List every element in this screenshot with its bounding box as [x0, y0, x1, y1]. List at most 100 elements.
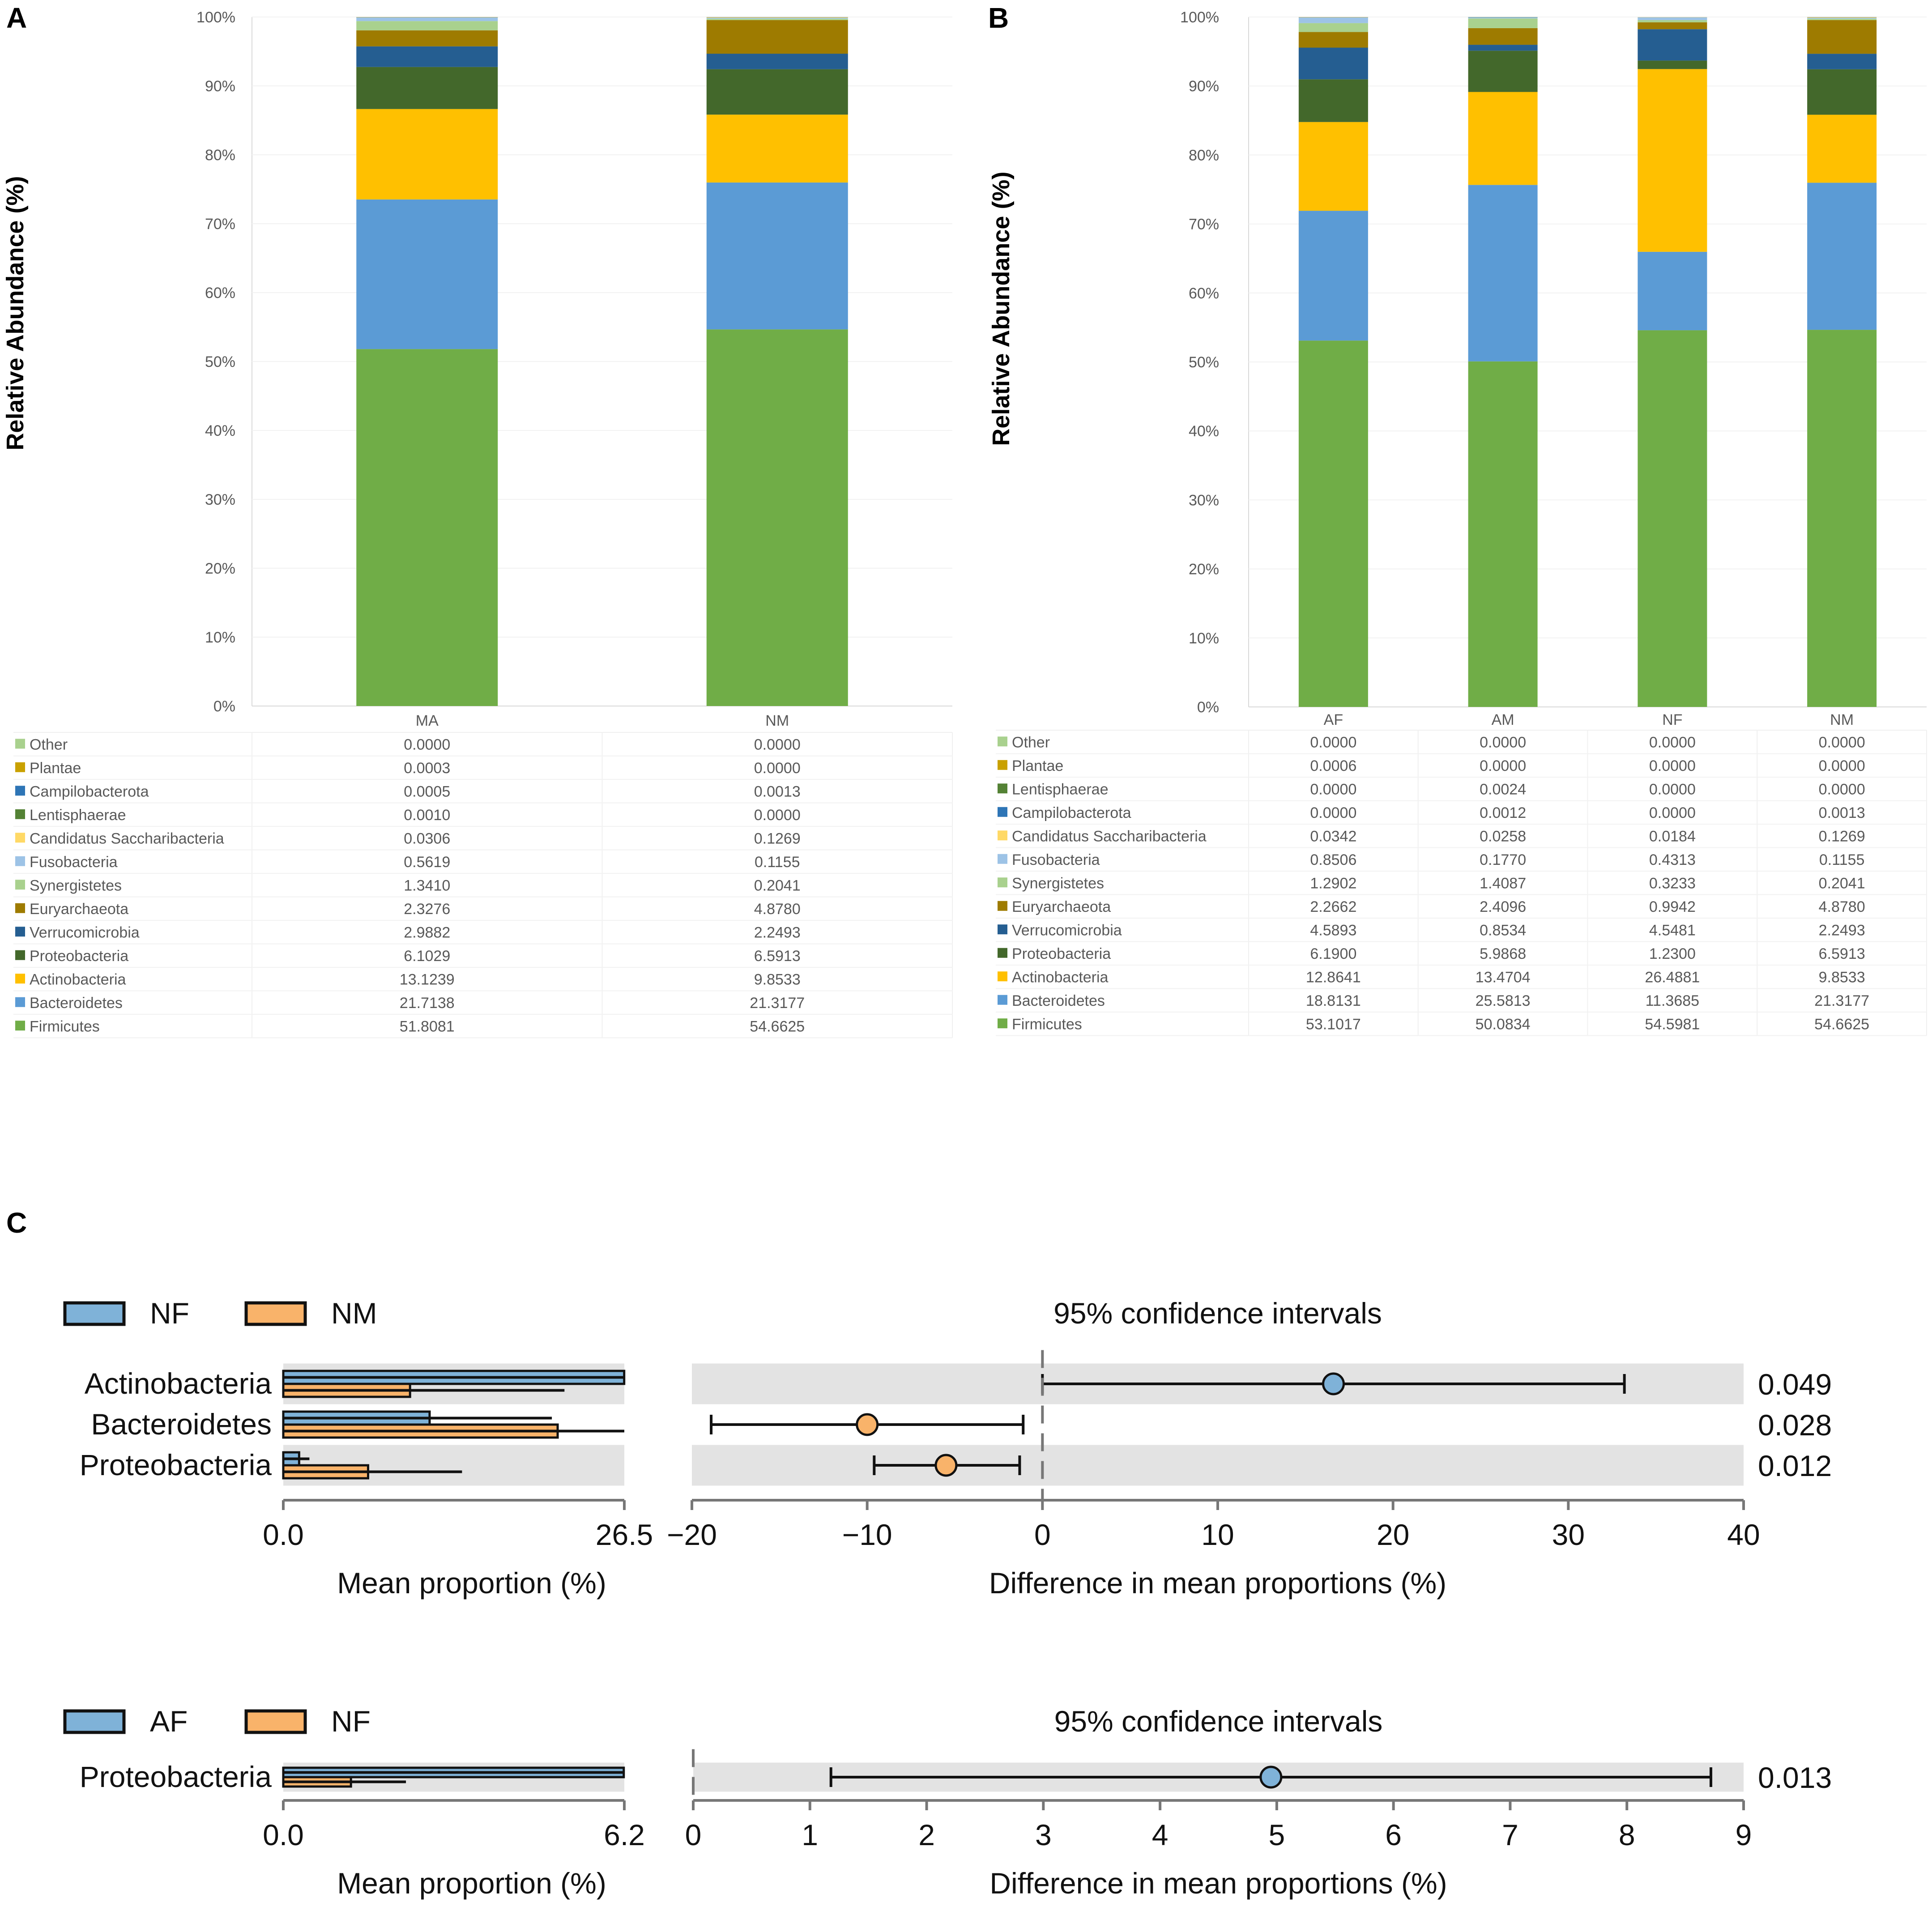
y-tick-label: 80%: [1189, 147, 1219, 164]
table-value: 12.8641: [1306, 969, 1361, 986]
legend-key-candidatus-saccharibacteria: [15, 833, 25, 843]
diff-tick-label: 0: [1034, 1518, 1051, 1551]
p-value: 0.013: [1758, 1761, 1832, 1794]
legend-key-fusobacteria: [15, 856, 25, 866]
table-value: 0.0000: [1819, 734, 1865, 751]
panel-label-c: C: [6, 1207, 27, 1239]
diff-axis-title: Difference in mean proportions (%): [989, 1566, 1446, 1600]
bar-segment-bacteroidetes-nf: [1638, 251, 1707, 331]
bar-segment-firmicutes-nf: [1638, 330, 1707, 707]
table-value: 54.6625: [1814, 1016, 1869, 1033]
legend-label: Actinobacteria: [30, 971, 126, 988]
table-value: 0.0013: [1819, 804, 1865, 821]
legend-key-actinobacteria: [998, 971, 1007, 982]
legend-label: Firmicutes: [30, 1018, 100, 1035]
table-value: 0.0000: [1310, 804, 1356, 821]
legend-key-lentisphaerae: [998, 783, 1007, 794]
legend-label: Synergistetes: [30, 877, 122, 894]
bar-segment-verrucomicrobia-nf: [1638, 29, 1707, 61]
bar-segment-actinobacteria-am: [1468, 92, 1538, 185]
bar-segment-verrucomicrobia-af: [1298, 47, 1368, 80]
table-value: 21.7138: [400, 995, 455, 1012]
diff-tick-label: 5: [1269, 1818, 1285, 1851]
table-value: 5.9868: [1480, 945, 1526, 962]
table-value: 0.2041: [1819, 875, 1865, 892]
diff-tick-label: 40: [1727, 1518, 1760, 1551]
panel-label-a: A: [6, 2, 27, 34]
legend-key-plantae: [998, 760, 1007, 770]
y-tick-label: 80%: [205, 147, 235, 164]
table-value: 9.8533: [1819, 969, 1865, 986]
y-axis-title: Relative Abundance (%): [988, 171, 1015, 446]
table-value: 0.0000: [754, 807, 801, 824]
legend-label-nf: NF: [331, 1705, 371, 1738]
bar-segment-euryarchaeota-nm: [706, 20, 848, 54]
legend-label: Plantae: [30, 760, 81, 777]
panel-b-chart: 0% 10% 20% 30% 40% 50% 60% 70% 80% 90% 100% Relativ…: [988, 9, 1927, 1036]
bar-segment-verrucomicrobia-ma: [356, 46, 498, 67]
legend-key-euryarchaeota: [15, 903, 25, 913]
table-value: 0.0000: [1480, 757, 1526, 774]
bar-segment-firmicutes-af: [1298, 340, 1368, 707]
table-value: 0.0000: [1819, 757, 1865, 774]
table-value: 0.8534: [1480, 922, 1526, 939]
bar-segment-synergistetes-af: [1298, 23, 1368, 32]
panel-label-b: B: [988, 2, 1009, 34]
row-label-actinobacteria: Actinobacteria: [85, 1367, 272, 1400]
table-value: 0.1269: [754, 830, 801, 847]
diff-tick-label: 4: [1152, 1818, 1169, 1851]
mean-tick-label: 26.5: [596, 1518, 653, 1551]
bar-segment-bacteroidetes-nm: [1807, 183, 1877, 330]
bar-segment-euryarchaeota-nf: [1638, 22, 1707, 30]
bar-segment-fusobacteria-ma: [356, 17, 498, 21]
table-value: 4.8780: [1819, 898, 1865, 915]
bar-segment-proteobacteria-am: [1468, 51, 1538, 92]
panel-a-chart: 0% 10% 20% 30% 40% 50% 60% 70% 80% 90% 100% Relativ…: [2, 9, 953, 1038]
panel-c-nf-vs-nm: NF NM 95% confidence intervals Actinobacter…: [63, 1297, 1832, 1600]
bar-segment-actinobacteria-ma: [356, 109, 498, 200]
y-tick-label: 0%: [1197, 699, 1219, 716]
bar-segment-synergistetes-nf: [1638, 20, 1707, 22]
table-value: 0.0000: [1819, 781, 1865, 798]
table-value: 0.0012: [1480, 804, 1526, 821]
table-value: 1.4087: [1480, 875, 1526, 892]
table-value: 0.0000: [1649, 734, 1696, 751]
bar-segment-fusobacteria-am: [1468, 17, 1538, 19]
legend-label: Verrucomicrobia: [30, 924, 140, 941]
bar-segment-proteobacteria-nm: [706, 69, 848, 115]
category-label: NM: [765, 712, 789, 729]
table-value: 9.8533: [754, 971, 801, 988]
bar-segment-firmicutes-am: [1468, 361, 1538, 707]
table-value: 0.4313: [1649, 851, 1696, 868]
table-value: 51.8081: [400, 1018, 455, 1035]
table-value: 2.3276: [404, 901, 450, 918]
bar-segment-candidatus-saccharibacteria-nm: [706, 17, 848, 18]
legend-key-bacteroidetes: [998, 995, 1007, 1005]
table-value: 0.0000: [1649, 757, 1696, 774]
bar-segment-proteobacteria-ma: [356, 67, 498, 109]
mean-axis-title: Mean proportion (%): [337, 1867, 606, 1900]
category-label: MA: [416, 712, 439, 729]
table-value: 26.4881: [1645, 969, 1700, 986]
legend-key-candidatus-saccharibacteria: [998, 830, 1007, 841]
row-label-bacteroidetes: Bacteroidetes: [91, 1408, 272, 1441]
legend-label: Proteobacteria: [1012, 945, 1111, 962]
bar-segment-candidatus-saccharibacteria-nm: [1807, 17, 1877, 18]
ci-title: 95% confidence intervals: [1053, 1297, 1382, 1330]
y-tick-label: 70%: [205, 216, 235, 233]
table-value: 0.0000: [1649, 804, 1696, 821]
legend-label: Lentisphaerae: [1012, 781, 1109, 798]
y-tick-label: 50%: [1189, 354, 1219, 371]
table-value: 2.2662: [1310, 898, 1356, 915]
table-value: 4.8780: [754, 901, 801, 918]
table-value: 54.6625: [750, 1018, 805, 1035]
diff-tick-label: 7: [1502, 1818, 1518, 1851]
legend-key-verrucomicrobia: [15, 927, 25, 937]
category-label: AF: [1324, 711, 1343, 728]
bar-segment-bacteroidetes-af: [1298, 211, 1368, 341]
table-value: 13.1239: [400, 971, 455, 988]
bar-segment-fusobacteria-af: [1298, 17, 1368, 23]
diff-tick-label: 20: [1377, 1518, 1409, 1551]
diff-tick-label: −20: [667, 1518, 717, 1551]
